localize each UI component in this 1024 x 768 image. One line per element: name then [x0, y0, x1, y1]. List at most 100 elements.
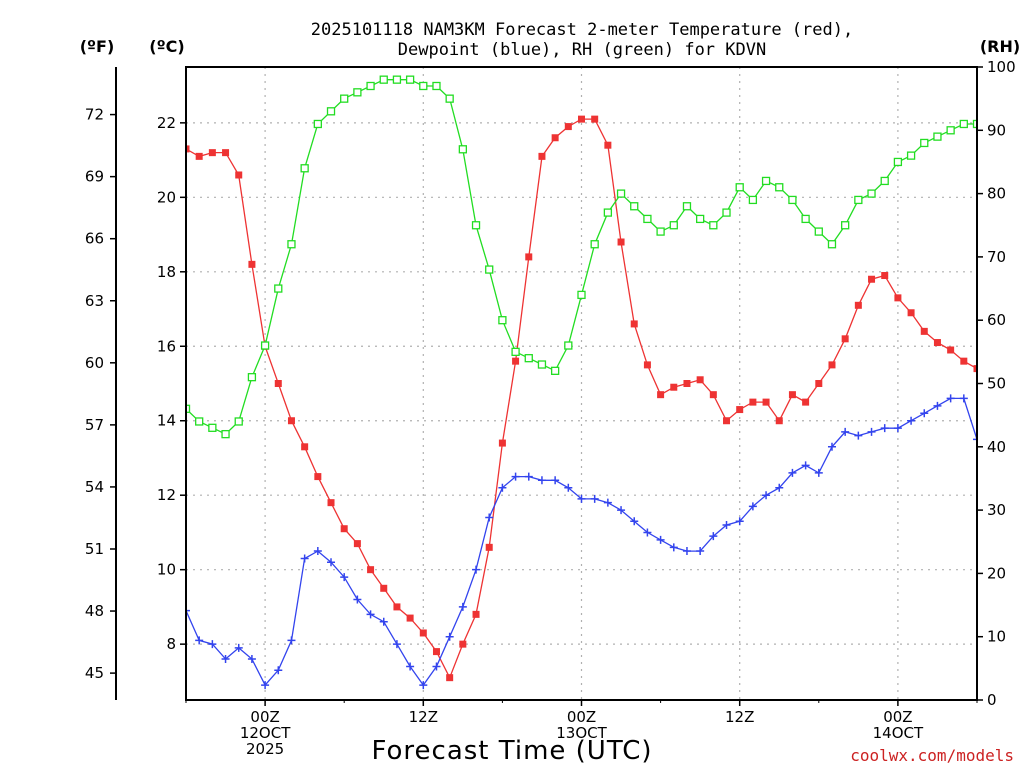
- temperature-point: [643, 361, 651, 369]
- temperature-point: [788, 391, 796, 399]
- fahrenheit-tick-label: 63: [85, 292, 104, 310]
- temperature-point: [617, 238, 625, 246]
- rh-tick-label: 90: [987, 121, 1006, 139]
- dewpoint-point: [893, 424, 902, 433]
- dewpoint-point: [234, 643, 243, 652]
- rh-point: [643, 214, 652, 224]
- dewpoint-point: [406, 662, 415, 671]
- time-tick-label: 13OCT: [556, 724, 607, 742]
- time-tick-label: 14OCT: [873, 724, 924, 742]
- temperature-point: [630, 320, 638, 328]
- grid-lines: [186, 67, 977, 700]
- dewpoint-point: [933, 401, 942, 410]
- temperature-point: [512, 357, 520, 365]
- dewpoint-point: [274, 666, 283, 675]
- rh-point: [735, 183, 744, 192]
- celsius-tick-label: 12: [157, 486, 176, 504]
- series-line: [186, 79, 977, 435]
- rh-tick-label: 100: [987, 58, 1016, 76]
- temperature-point: [868, 275, 876, 283]
- temperature-point: [670, 383, 678, 391]
- rh-point: [590, 240, 599, 249]
- rh-point: [577, 290, 586, 300]
- temperature-point: [287, 417, 295, 425]
- dewpoint-point: [458, 602, 467, 611]
- dewpoint-point: [907, 416, 916, 425]
- rh-point: [933, 132, 942, 141]
- data-series: [186, 75, 994, 690]
- temperature-point: [186, 145, 190, 153]
- temperature-point: [406, 614, 414, 622]
- rh-point: [221, 429, 230, 439]
- dewpoint-point: [762, 491, 771, 500]
- fahrenheit-tick-label: 60: [85, 354, 104, 372]
- celsius-tick-label: 18: [157, 263, 176, 281]
- temperature-point: [367, 566, 375, 574]
- temperature-point: [775, 417, 783, 425]
- rh-point: [616, 189, 626, 198]
- temperature-point: [960, 357, 968, 365]
- dewpoint-point: [353, 595, 362, 604]
- time-tick-label: 2025: [246, 740, 284, 758]
- chart-title-line2: Dewpoint (blue), RH (green) for KDVN: [398, 40, 766, 60]
- temperature-point: [525, 253, 533, 261]
- celsius-unit-label: (ºC): [149, 37, 184, 56]
- rh-tick-label: 80: [987, 185, 1006, 203]
- dewpoint-point: [485, 513, 494, 522]
- dewpoint-point: [722, 520, 731, 529]
- temperature-point: [894, 294, 902, 302]
- rh-point: [260, 341, 270, 350]
- dewpoint-point: [208, 640, 217, 649]
- rh-tick-label: 50: [987, 375, 1006, 393]
- temperature-point: [538, 152, 546, 160]
- temperature-point: [696, 376, 704, 384]
- temperature-point: [353, 540, 361, 548]
- rh-point: [827, 240, 837, 249]
- dewpoint-point: [577, 494, 586, 503]
- temperature-point: [973, 365, 977, 373]
- rh-point: [405, 75, 415, 84]
- rh-point: [906, 151, 916, 160]
- rh-point: [972, 119, 977, 129]
- dewpoint-point: [186, 606, 190, 615]
- dewpoint-point: [827, 442, 836, 451]
- temperature-point: [828, 361, 836, 369]
- rh-point: [748, 195, 758, 205]
- rh-point: [379, 75, 388, 84]
- dewpoint-point: [735, 517, 744, 526]
- temperature-point: [881, 272, 889, 280]
- temperature-point: [736, 406, 744, 414]
- temperature-point: [235, 171, 243, 179]
- rh-point: [366, 81, 375, 91]
- dewpoint-point: [511, 472, 520, 481]
- rh-point: [564, 341, 573, 350]
- dewpoint-point: [696, 547, 705, 556]
- rh-point: [854, 195, 863, 205]
- temperature-point: [195, 152, 203, 160]
- temperature-point: [749, 398, 757, 406]
- rh-point: [722, 208, 731, 217]
- rh-point: [313, 119, 322, 129]
- rh-point: [656, 227, 665, 236]
- dewpoint-point: [261, 681, 270, 690]
- rh-tick-label: 30: [987, 501, 1006, 519]
- fahrenheit-tick-label: 51: [85, 540, 104, 558]
- rh-point: [195, 417, 204, 426]
- dewpoint-point: [313, 547, 322, 556]
- dewpoint-point: [195, 636, 204, 645]
- temperature-point: [485, 543, 493, 551]
- temperature-point: [419, 629, 427, 637]
- dewpoint-point: [748, 502, 757, 511]
- dewpoint-point: [419, 681, 428, 690]
- rh-point: [234, 417, 243, 426]
- rh-point: [761, 176, 771, 186]
- rh-point: [208, 423, 217, 432]
- temperature-point: [327, 499, 335, 507]
- rh-point: [498, 316, 507, 325]
- rh-unit-label: (RH): [980, 37, 1020, 56]
- rh-tick-label: 70: [987, 248, 1006, 266]
- rh-tick-label: 20: [987, 564, 1006, 582]
- temperature-point: [987, 365, 994, 372]
